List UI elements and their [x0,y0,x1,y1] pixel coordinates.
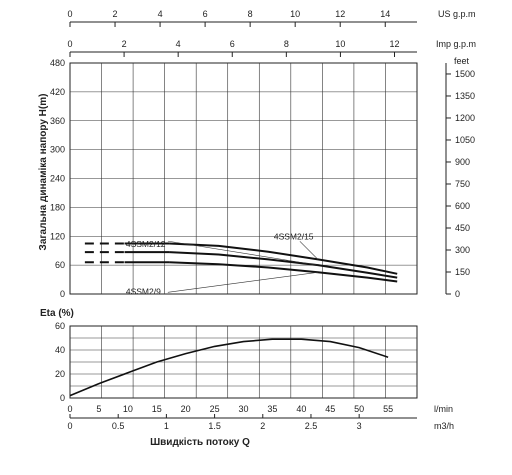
head-grid [69,62,418,295]
m3h-tick-label: 2 [260,421,265,431]
head-y-tick-label: 240 [50,174,65,184]
right-axis-tick-label: 1200 [455,113,475,123]
right-axis-unit: feet [454,56,470,66]
head-curves: 4SSM2/15 4SSM2/12 4SSM2/9 [84,231,398,296]
lmin-tick-label: 10 [123,404,133,414]
top-axis-tick-label-imp: 6 [230,39,235,49]
top-axis-tick-label-imp: 4 [176,39,181,49]
right-axis-tick-label: 600 [455,201,470,211]
top-axis-tick-label-us: 2 [113,9,118,19]
top-axis-unit-imp: Imp g.p.m [436,39,476,49]
head-y-axis-title: Загальна динаміка напору H(m) [38,94,49,251]
lmin-tick-label: 5 [96,404,101,414]
right-axis-tick-label: 300 [455,245,470,255]
right-axis-tick-label: 0 [455,289,460,299]
right-axis-tick-label: 1350 [455,91,475,101]
top-axis-tick-label-us: 14 [380,9,390,19]
curve-label-4SSM2/9: 4SSM2/9 [126,286,161,296]
right-axis-tick-label: 900 [455,157,470,167]
top-axis-tick-label-imp: 10 [335,39,345,49]
lmin-tick-label: 45 [325,404,335,414]
head-y-tick-label: 120 [50,231,65,241]
curve-label-leader [167,240,318,266]
m3h-tick-label: 3 [357,421,362,431]
curve-label-4SSM2/12: 4SSM2/12 [126,239,166,249]
top-axis-tick-label-us: 12 [335,9,345,19]
head-y-tick-label: 480 [50,58,65,68]
eta-y-tick-label: 40 [55,345,65,355]
lmin-tick-label: 25 [210,404,220,414]
head-y-tick-label: 360 [50,116,65,126]
head-y-tick-label: 60 [55,260,65,270]
eta-y-tick-label: 0 [60,393,65,403]
lmin-tick-label: 15 [152,404,162,414]
lmin-tick-label: 55 [383,404,393,414]
curve-4SSM2/15 [169,242,398,275]
curve-label-leader [299,241,319,260]
top-axis-tick-label-imp: 2 [122,39,127,49]
m3h-tick-label: 2.5 [305,421,318,431]
eta-y-tick-label: 20 [55,369,65,379]
eta-y-axis-title: Eta (%) [40,308,74,319]
curve-label-4SSM2/15: 4SSM2/15 [274,231,314,241]
head-y-tick-label: 420 [50,87,65,97]
eta-grid [69,325,418,399]
head-y-tick-label: 0 [60,289,65,299]
m3h-tick-label: 1.5 [208,421,221,431]
eta-ticks: 0 20 40 60 0 5 10 15 20 25 30 35 40 45 50 55 0 0.5 1 1.5 2 2.… [55,321,417,431]
right-axis-tick-label: 450 [455,223,470,233]
curve-4SSM2/12 [169,251,398,279]
eta-y-tick-label: 60 [55,321,65,331]
lmin-tick-label: 40 [296,404,306,414]
curve-label-leader [167,272,318,293]
efficiency-chart: 0 20 40 60 0 5 10 15 20 25 30 35 40 45 50 55 0 0.5 1 1.5 2 2.… [40,308,454,448]
top-axis-tick-label-imp: 0 [67,39,72,49]
right-axis-tick-label: 1500 [455,69,475,79]
top-axis-unit-us: US g.p.m [438,9,476,19]
m3h-tick-label: 1 [164,421,169,431]
top-axis-tick-label-imp: 8 [284,39,289,49]
lmin-tick-label: 30 [238,404,248,414]
top-axis-tick-label-us: 6 [203,9,208,19]
top-axis-tick-label-us: 4 [158,9,163,19]
efficiency-curve [69,338,389,397]
head-y-tick-label: 180 [50,202,65,212]
top-axis-tick-label-us: 10 [290,9,300,19]
head-ticks: 0601201802403003604204800150300450600750… [50,9,475,299]
lower-x-unit-m3h: m3/h [434,421,454,431]
x-axis-title: Швидкість потоку Q [150,437,250,448]
lower-x-unit-lmin: l/min [434,404,453,414]
head-y-tick-label: 300 [50,145,65,155]
lmin-tick-label: 20 [181,404,191,414]
right-axis-tick-label: 150 [455,267,470,277]
right-axis-tick-label: 750 [455,179,470,189]
m3h-tick-label: 0 [67,421,72,431]
lmin-tick-label: 0 [67,404,72,414]
head-chart: 0601201802403003604204800150300450600750… [38,9,476,299]
lmin-tick-label: 35 [267,404,277,414]
m3h-tick-label: 0.5 [112,421,125,431]
top-axis-tick-label-us: 0 [67,9,72,19]
curve-4SSM2/9 [169,261,398,283]
eta-curve [69,338,389,397]
top-axis-tick-label-us: 8 [248,9,253,19]
lmin-tick-label: 50 [354,404,364,414]
top-axis-tick-label-imp: 12 [390,39,400,49]
right-axis-tick-label: 1050 [455,135,475,145]
